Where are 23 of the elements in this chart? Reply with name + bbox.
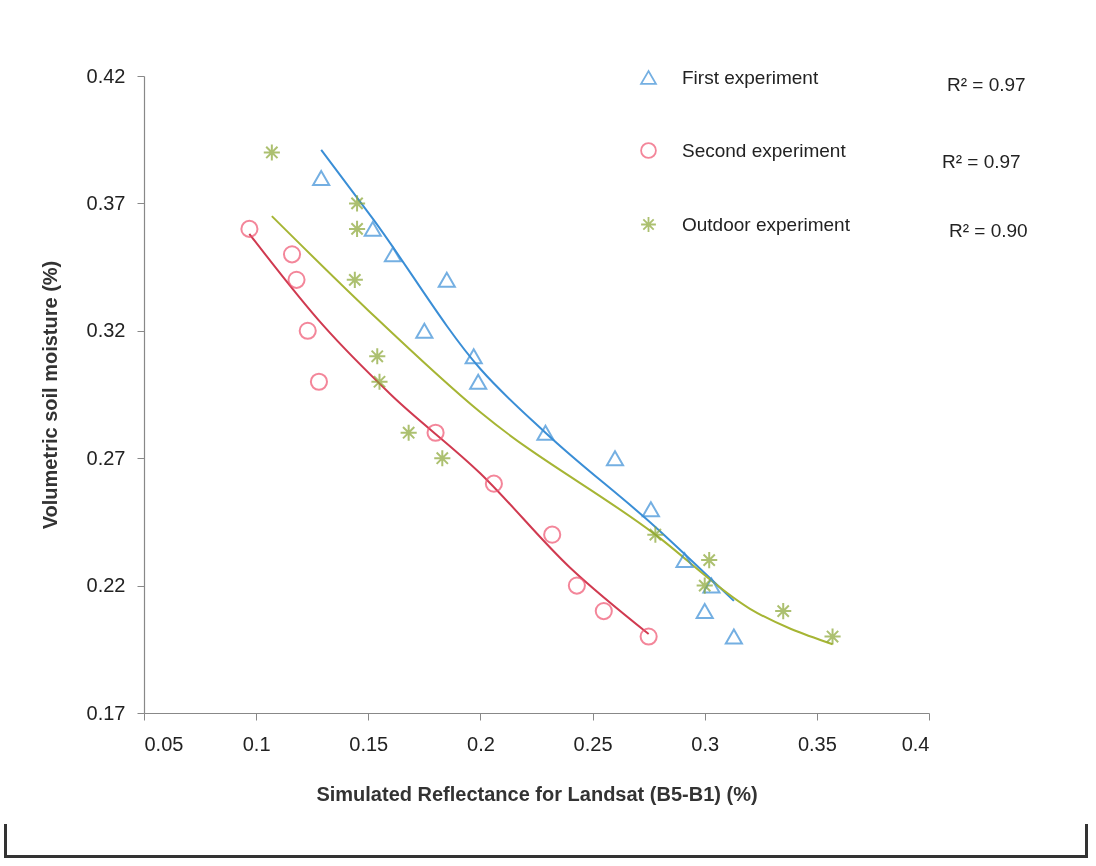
x-tick-label: 0.05: [144, 732, 184, 755]
legend-label: Second experiment: [682, 139, 847, 161]
y-tick-label: 0.37: [86, 191, 126, 214]
y-tick-label: 0.32: [86, 319, 126, 342]
text: R² = 0.97: [942, 151, 1021, 172]
text: R² = 0.90: [949, 220, 1028, 241]
y-tick-label: 0.17: [86, 701, 126, 724]
text: R² = 0.97: [947, 74, 1026, 95]
x-tick-label: 0.3: [691, 732, 720, 755]
x-tick-label: 0.4: [901, 732, 930, 755]
y-tick-label: 0.27: [86, 446, 126, 469]
legend-label: First experiment: [682, 66, 819, 88]
y-tick-label: 0.42: [86, 64, 126, 87]
legend-label: Outdoor experiment: [682, 213, 851, 235]
y-axis-title: Volumetric soil moisture (%): [38, 260, 61, 530]
x-tick-label: 0.35: [797, 732, 837, 755]
line-series: [248, 232, 650, 636]
x-tick-label: 0.15: [349, 732, 389, 755]
x-tick-label: 0.1: [242, 732, 271, 755]
x-tick-label: 0.25: [573, 732, 613, 755]
x-tick-label: 0.2: [467, 732, 495, 755]
y-tick-label: 0.22: [86, 574, 126, 597]
x-axis-title: Simulated Reflectance for Landsat (B5-B1) (%): [316, 782, 758, 805]
